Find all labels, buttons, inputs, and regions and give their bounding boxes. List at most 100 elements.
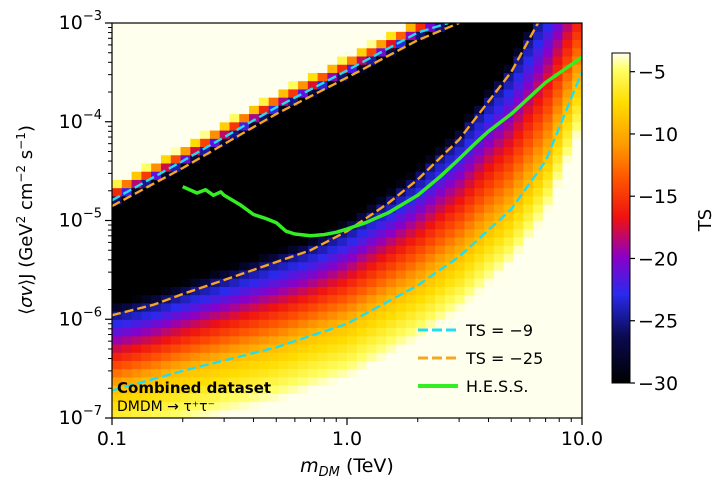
- heatmap-cell: [190, 261, 201, 271]
- heatmap-cell: [209, 401, 221, 411]
- heatmap-cell: [307, 146, 319, 156]
- heatmap-cell: [386, 327, 397, 337]
- heatmap-cell: [239, 80, 250, 90]
- heatmap-cell: [317, 253, 329, 263]
- heatmap-cell: [493, 335, 505, 345]
- heatmap-cell: [415, 409, 426, 418]
- heatmap-cell: [151, 385, 162, 394]
- heatmap-cell: [366, 236, 377, 246]
- heatmap-cell: [376, 146, 387, 156]
- heatmap-cell: [180, 253, 191, 263]
- heatmap-cell: [219, 23, 231, 32]
- heatmap-cell: [258, 286, 270, 296]
- heatmap-cell: [317, 302, 329, 312]
- heatmap-cell: [307, 327, 319, 337]
- heatmap-cell: [366, 376, 377, 386]
- heatmap-cell: [160, 360, 172, 370]
- heatmap-cell: [405, 121, 417, 131]
- heatmap-cell: [474, 393, 485, 403]
- heatmap-cell: [229, 105, 240, 115]
- heatmap-cell: [249, 409, 260, 418]
- heatmap-cell: [533, 31, 544, 41]
- heatmap-cell: [493, 64, 505, 73]
- heatmap-cell: [307, 47, 319, 57]
- heatmap-cell: [572, 97, 582, 106]
- heatmap-cell: [317, 204, 329, 213]
- heatmap-cell: [356, 261, 368, 271]
- heatmap-cell: [317, 261, 329, 271]
- heatmap-cell: [131, 269, 142, 279]
- heatmap-cell: [415, 261, 426, 271]
- heatmap-cell: [160, 286, 172, 296]
- heatmap-cell: [249, 154, 260, 164]
- heatmap-cell: [258, 195, 270, 205]
- heatmap-cell: [425, 113, 436, 123]
- heatmap-cell: [572, 278, 582, 287]
- heatmap-cell: [209, 352, 221, 361]
- heatmap-cell: [513, 31, 524, 41]
- heatmap-cell: [572, 204, 582, 213]
- heatmap-cell: [209, 236, 221, 246]
- heatmap-cell: [454, 401, 466, 411]
- heatmap-cell: [533, 286, 544, 296]
- heatmap-cell: [454, 228, 466, 238]
- heatmap-cell: [239, 245, 250, 255]
- heatmap-cell: [572, 385, 582, 394]
- heatmap-cell: [288, 311, 299, 320]
- heatmap-cell: [552, 253, 564, 263]
- heatmap-cell: [239, 129, 250, 139]
- heatmap-cell: [464, 105, 475, 115]
- heatmap-cell: [503, 154, 515, 164]
- heatmap-cell: [229, 245, 240, 255]
- heatmap-cell: [337, 245, 348, 255]
- heatmap-cell: [395, 393, 407, 403]
- heatmap-cell: [474, 88, 485, 98]
- heatmap-cell: [268, 286, 280, 296]
- heatmap-cell: [552, 294, 564, 304]
- heatmap-cell: [493, 129, 505, 139]
- heatmap-cell: [484, 261, 495, 271]
- heatmap-cell: [249, 245, 260, 255]
- heatmap-cell: [493, 409, 505, 418]
- heatmap-cell: [464, 154, 475, 164]
- heatmap-cell: [249, 385, 260, 394]
- heatmap-cell: [337, 72, 348, 82]
- heatmap-cell: [219, 31, 231, 41]
- heatmap-cell: [464, 129, 475, 139]
- heatmap-cell: [366, 385, 377, 394]
- heatmap-cell: [121, 236, 133, 246]
- heatmap-cell: [268, 228, 280, 238]
- heatmap-cell: [464, 31, 475, 41]
- heatmap-cell: [209, 171, 221, 180]
- heatmap-cell: [288, 294, 299, 304]
- heatmap-cell: [327, 113, 338, 123]
- heatmap-cell: [200, 55, 211, 65]
- heatmap-cell: [121, 162, 133, 172]
- heatmap-cell: [444, 245, 456, 255]
- heatmap-cell: [307, 72, 319, 82]
- heatmap-cell: [444, 72, 456, 82]
- heatmap-cell: [337, 162, 348, 172]
- heatmap-cell: [121, 72, 133, 82]
- heatmap-cell: [474, 343, 485, 353]
- heatmap-cell: [268, 385, 280, 394]
- heatmap-cell: [493, 105, 505, 115]
- heatmap-cell: [552, 146, 564, 156]
- heatmap-cell: [503, 409, 515, 418]
- heatmap-cell: [288, 302, 299, 312]
- heatmap-cell: [552, 343, 564, 353]
- heatmap-cell: [151, 294, 162, 304]
- heatmap-cell: [317, 55, 329, 65]
- heatmap-cell: [160, 311, 172, 320]
- heatmap-cell: [435, 385, 446, 394]
- heatmap-cell: [503, 385, 515, 394]
- heatmap-cell: [249, 278, 260, 287]
- heatmap-cell: [533, 162, 544, 172]
- heatmap-cell: [425, 302, 436, 312]
- heatmap-cell: [317, 212, 329, 222]
- heatmap-cell: [288, 409, 299, 418]
- heatmap-cell: [523, 154, 534, 164]
- y-tick-label: 10−6: [59, 305, 102, 330]
- heatmap-cell: [484, 220, 495, 230]
- heatmap-cell: [484, 88, 495, 98]
